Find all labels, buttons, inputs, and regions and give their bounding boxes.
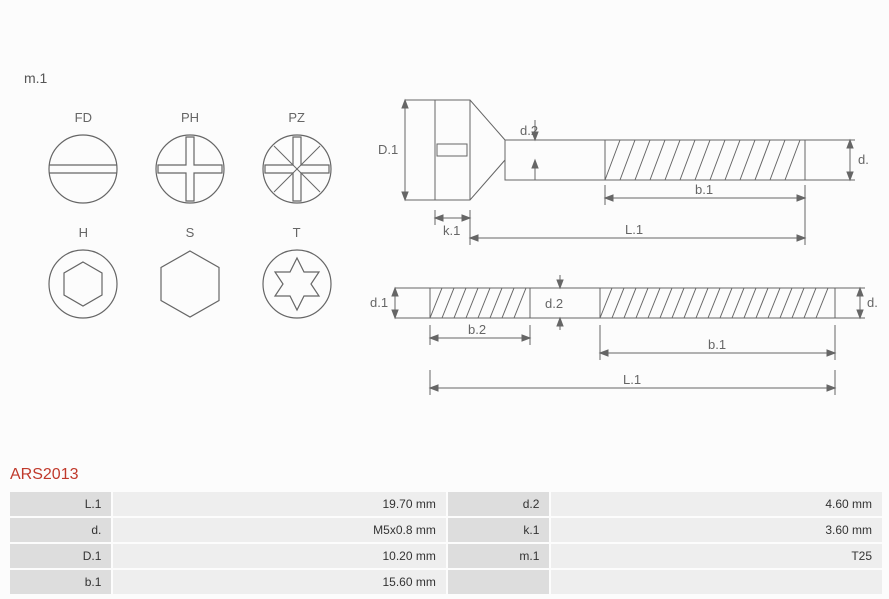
- svg-text:L.1: L.1: [623, 372, 641, 387]
- table-row: D.1 10.20 mm m.1 T25: [10, 544, 882, 568]
- spec-table: L.1 19.70 mm d.2 4.60 mm d. M5x0.8 mm k.…: [8, 490, 884, 596]
- svg-text:d.2: d.2: [520, 123, 538, 138]
- table-row: d. M5x0.8 mm k.1 3.60 mm: [10, 518, 882, 542]
- spec-label: m.1: [448, 544, 550, 568]
- drive-type-grid: FD PH PZ: [30, 110, 350, 340]
- drive-label: PH: [140, 110, 240, 125]
- svg-text:d.: d.: [858, 152, 869, 167]
- spec-value: M5x0.8 mm: [113, 518, 445, 542]
- drive-row: H S T: [30, 225, 350, 320]
- spec-value: 15.60 mm: [113, 570, 445, 594]
- hex-socket-icon: [47, 248, 119, 320]
- svg-text:d.: d.: [867, 295, 878, 310]
- drive-row: FD PH PZ: [30, 110, 350, 205]
- thread-hatch-top: [605, 140, 800, 180]
- svg-text:k.1: k.1: [443, 223, 460, 238]
- svg-text:d.1: d.1: [370, 295, 388, 310]
- pozidriv-icon: [261, 133, 333, 205]
- product-code: ARS2013: [10, 466, 79, 484]
- slot-icon: [47, 133, 119, 205]
- spec-value: T25: [551, 544, 882, 568]
- phillips-icon: [154, 133, 226, 205]
- svg-text:b.1: b.1: [708, 337, 726, 352]
- spec-value: 19.70 mm: [113, 492, 445, 516]
- svg-text:L.1: L.1: [625, 222, 643, 237]
- spec-label: b.1: [10, 570, 111, 594]
- spec-label: D.1: [10, 544, 111, 568]
- drive-label: T: [247, 225, 347, 240]
- drive-s: S: [140, 225, 240, 320]
- drive-t: T: [247, 225, 347, 320]
- drive-pz: PZ: [247, 110, 347, 205]
- torx-icon: [261, 248, 333, 320]
- thread-hatch-left: [430, 288, 526, 318]
- thread-hatch-right: [600, 288, 828, 318]
- drive-ph: PH: [140, 110, 240, 205]
- svg-text:b.2: b.2: [468, 322, 486, 337]
- diagram-area: m.1 FD PH PZ: [0, 0, 889, 450]
- spec-label: [448, 570, 550, 594]
- drive-label: FD: [33, 110, 133, 125]
- spec-label: d.2: [448, 492, 550, 516]
- svg-text:D.1: D.1: [378, 142, 398, 157]
- table-row: L.1 19.70 mm d.2 4.60 mm: [10, 492, 882, 516]
- section-label: m.1: [24, 70, 47, 86]
- spec-value: [551, 570, 882, 594]
- spec-value: 10.20 mm: [113, 544, 445, 568]
- spec-label: k.1: [448, 518, 550, 542]
- drive-h: H: [33, 225, 133, 320]
- svg-text:b.1: b.1: [695, 182, 713, 197]
- drive-label: PZ: [247, 110, 347, 125]
- hex-head-icon: [154, 248, 226, 320]
- spec-value: 3.60 mm: [551, 518, 882, 542]
- spec-value: 4.60 mm: [551, 492, 882, 516]
- drive-label: H: [33, 225, 133, 240]
- screw-diagram: D.1 d.2 d. k.1 b.1 L.1: [370, 60, 880, 420]
- svg-text:d.2: d.2: [545, 296, 563, 311]
- drive-label: S: [140, 225, 240, 240]
- table-row: b.1 15.60 mm: [10, 570, 882, 594]
- spec-label: L.1: [10, 492, 111, 516]
- drive-fd: FD: [33, 110, 133, 205]
- spec-label: d.: [10, 518, 111, 542]
